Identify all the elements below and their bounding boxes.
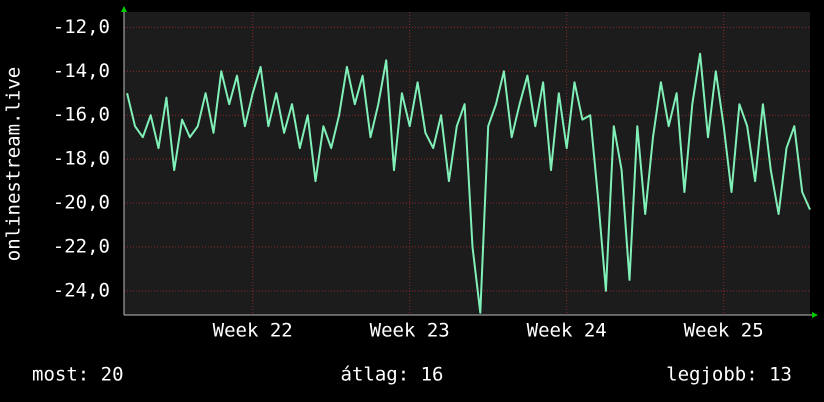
x-tick-label: Week 25	[684, 320, 764, 342]
x-tick-label: Week 24	[527, 320, 607, 342]
stat-best: legjobb: 13	[666, 364, 792, 386]
axis-arrow	[121, 6, 127, 12]
y-tick-label: -16,0	[53, 104, 110, 126]
y-tick-label: -14,0	[53, 60, 110, 82]
y-tick-label: -24,0	[53, 279, 110, 301]
marks	[126, 52, 811, 314]
y-tick-label: -12,0	[53, 16, 110, 38]
x-tick-label: Week 23	[370, 320, 450, 342]
x-tick-label: Week 22	[213, 320, 293, 342]
y-tick-label: -18,0	[53, 148, 110, 170]
y-axis-label: onlinestream.live	[3, 67, 25, 261]
stat-average: átlag: 16	[341, 364, 444, 386]
data-line	[126, 52, 811, 314]
stat-current: most: 20	[32, 364, 124, 386]
y-tick-label: -20,0	[53, 192, 110, 214]
y-tick-label: -22,0	[53, 235, 110, 257]
axis-arrow	[812, 312, 818, 318]
